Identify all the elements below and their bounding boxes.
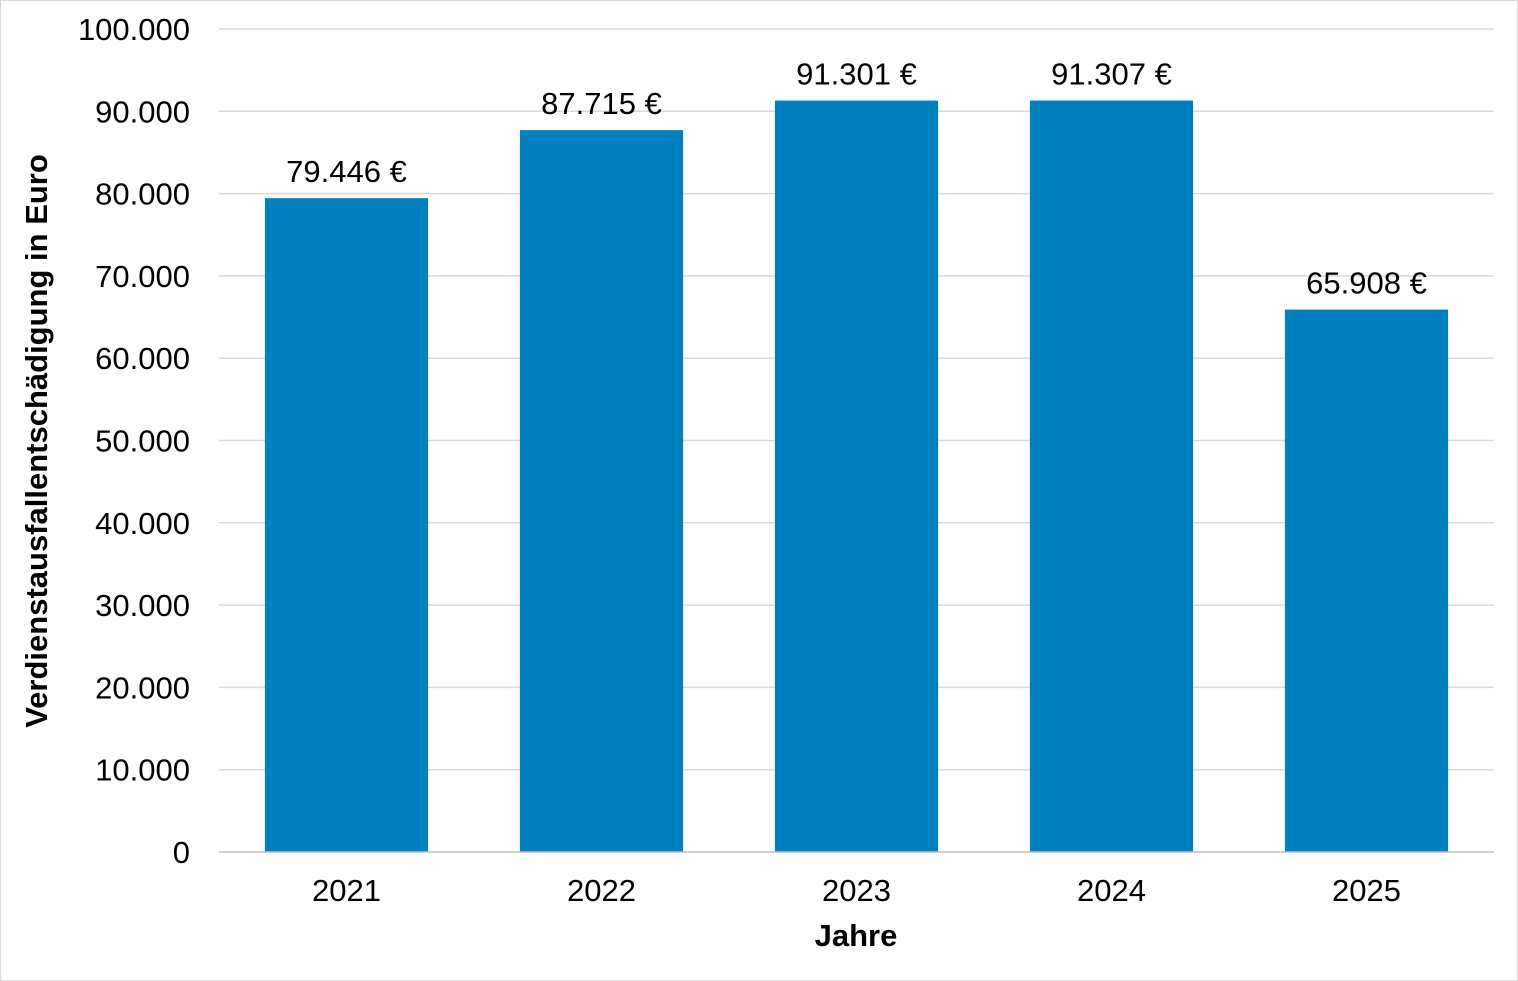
x-tick-label-2022: 2022 [567, 873, 636, 908]
y-tick-label: 80.000 [95, 177, 190, 212]
x-tick-label-2021: 2021 [312, 873, 381, 908]
bar-2024 [1029, 100, 1194, 852]
y-axis-title: Verdienstausfallentschädigung in Euro [19, 154, 54, 728]
data-label-2025: 65.908 € [1306, 266, 1427, 301]
y-tick-label: 40.000 [95, 506, 190, 541]
bar-2025 [1284, 309, 1449, 852]
data-label-2022: 87.715 € [541, 86, 662, 121]
y-tick-label: 100.000 [78, 12, 190, 47]
bar-2021 [264, 198, 429, 852]
bar-2023 [774, 100, 939, 852]
y-tick-label: 60.000 [95, 341, 190, 376]
bars [264, 100, 1449, 853]
y-tick-label: 70.000 [95, 259, 190, 294]
data-label-2021: 79.446 € [286, 154, 407, 189]
y-tick-label: 10.000 [95, 753, 190, 788]
x-tick-label-2024: 2024 [1077, 873, 1146, 908]
x-tick-label-2025: 2025 [1332, 873, 1401, 908]
y-tick-label: 30.000 [95, 588, 190, 623]
x-axis-title: Jahre [815, 918, 898, 953]
y-axis-ticks: 0 10.000 20.000 30.000 40.000 50.000 60.000 70.… [78, 12, 190, 870]
y-tick-label: 20.000 [95, 670, 190, 705]
bar-2022 [519, 130, 684, 853]
y-tick-label: 0 [173, 835, 190, 870]
data-label-2023: 91.301 € [796, 57, 917, 92]
x-tick-label-2023: 2023 [822, 873, 891, 908]
y-tick-label: 50.000 [95, 424, 190, 459]
data-labels: 79.446 € 87.715 € 91.301 € 91.307 € 65.908 € [286, 57, 1427, 301]
y-tick-label: 90.000 [95, 94, 190, 129]
data-label-2024: 91.307 € [1051, 57, 1172, 92]
x-axis-ticks: 2021 2022 2023 2024 2025 [312, 873, 1401, 908]
